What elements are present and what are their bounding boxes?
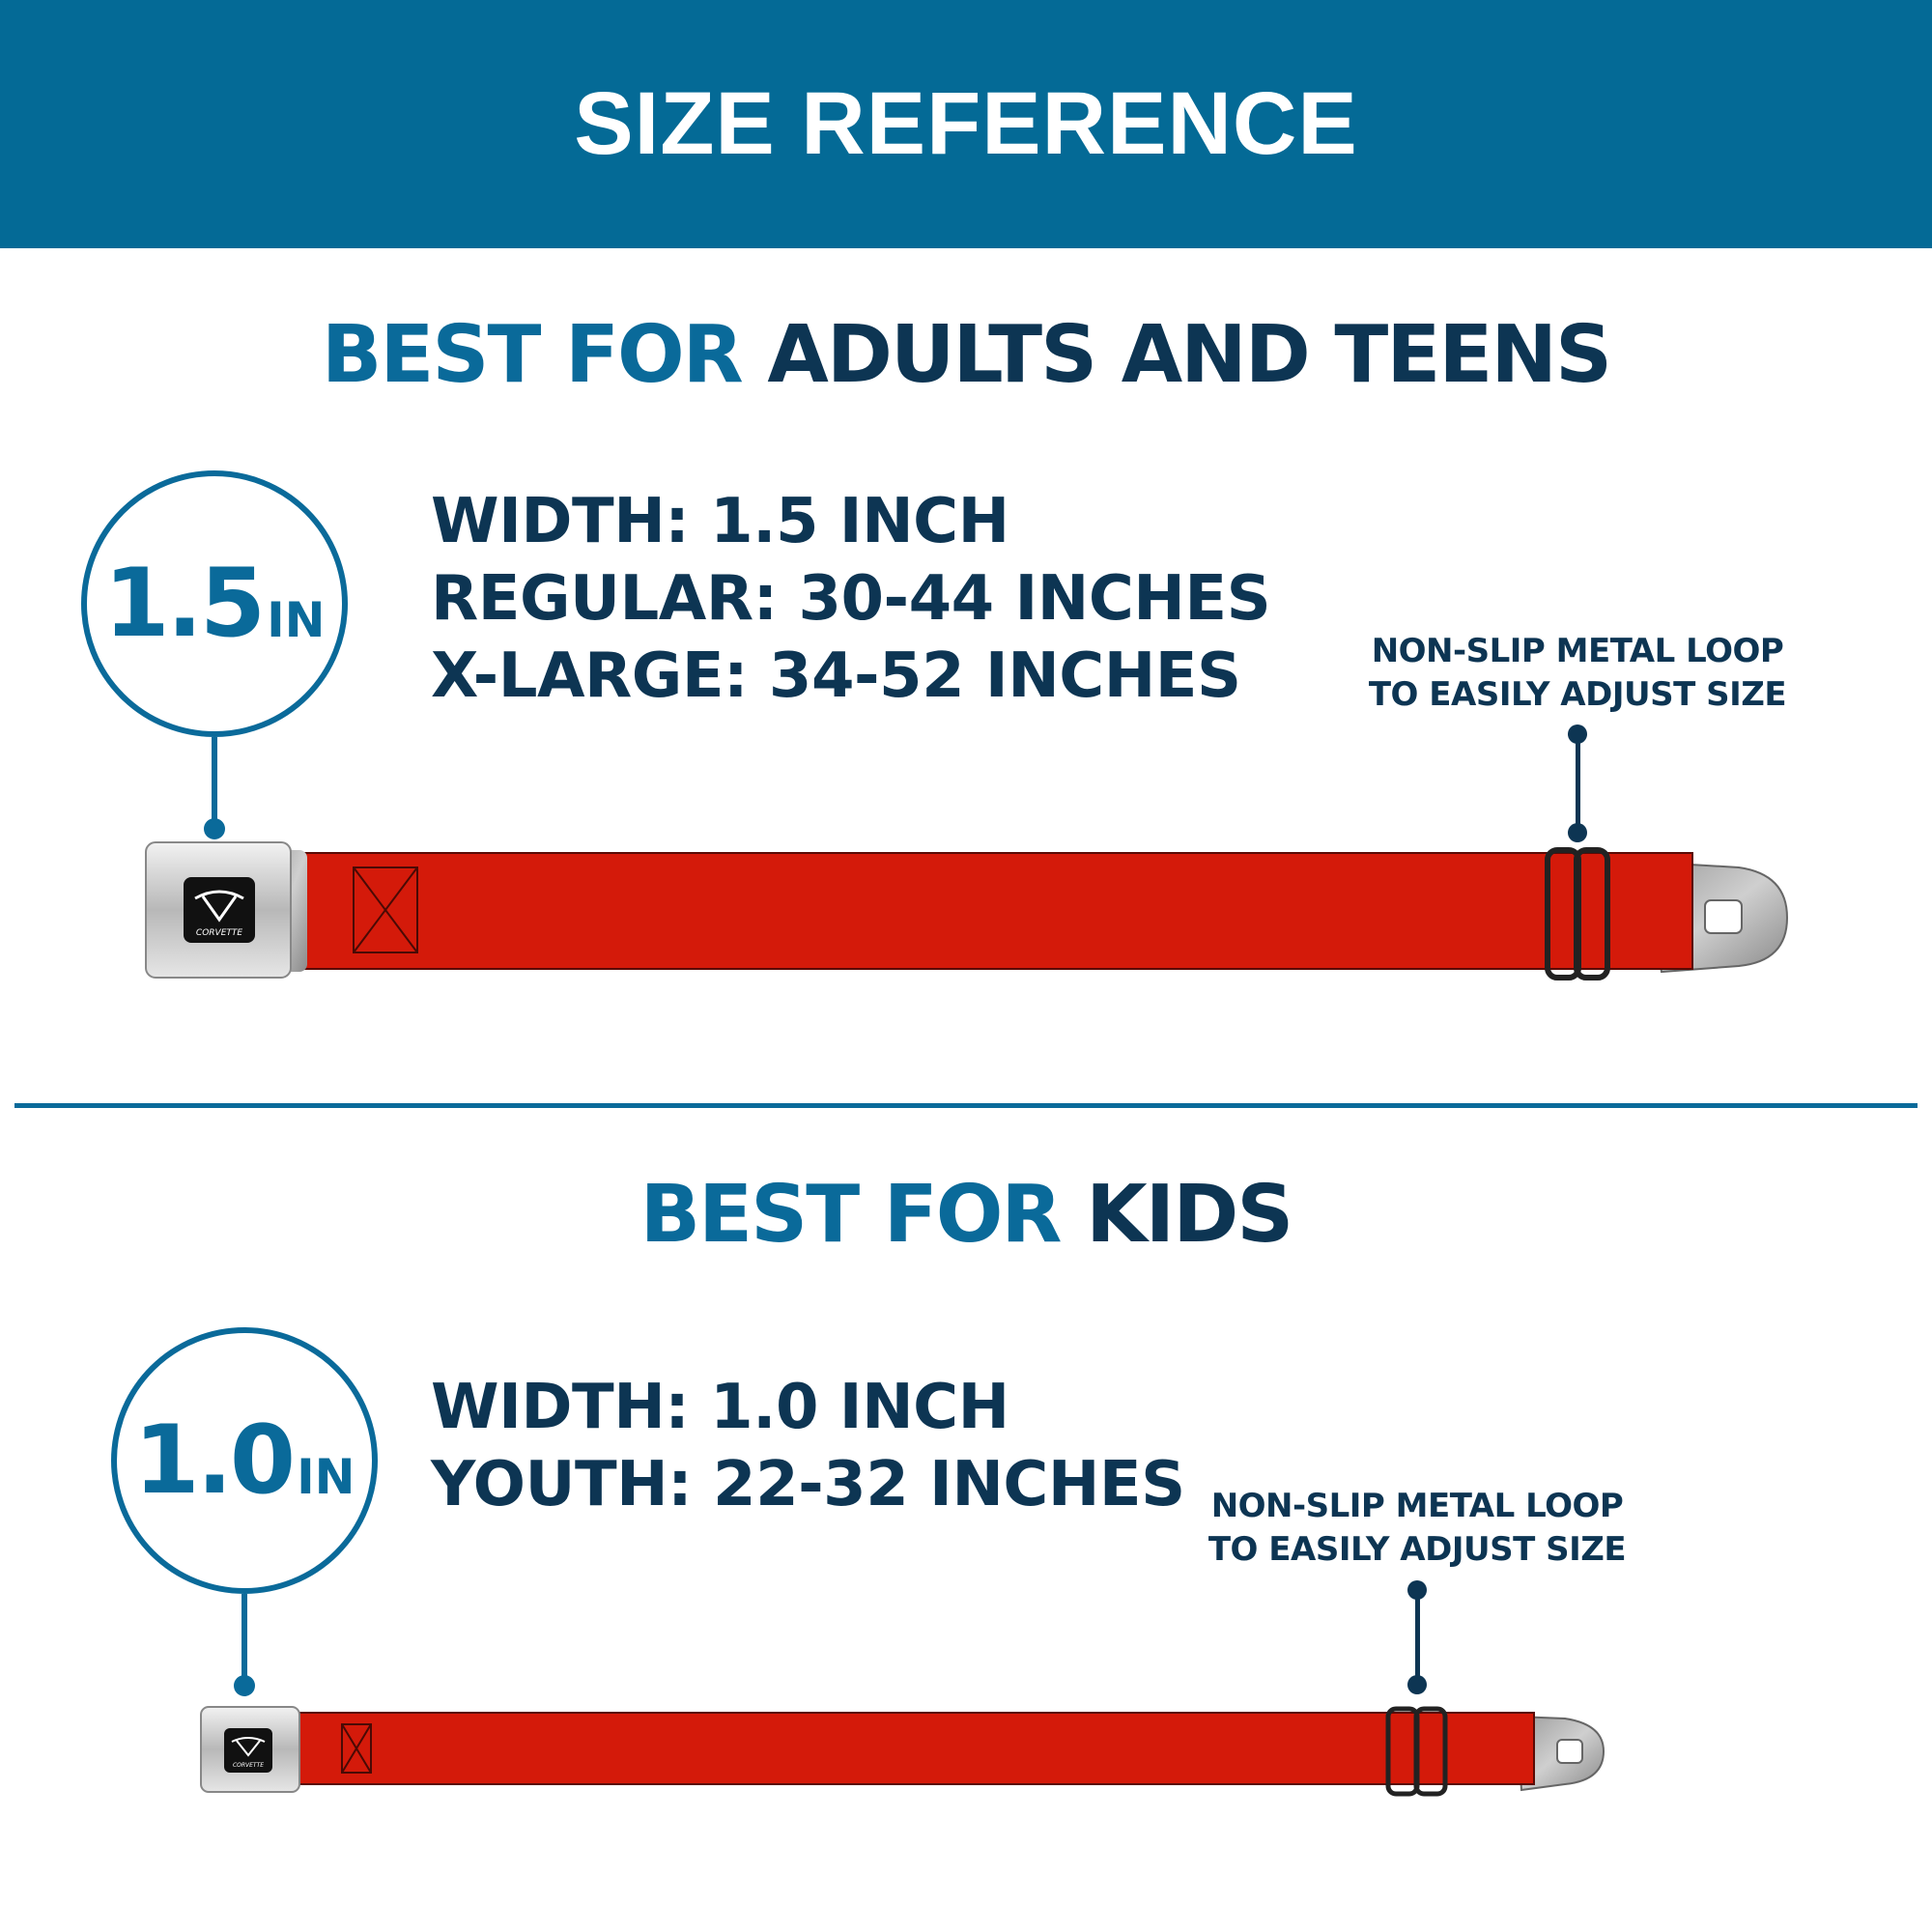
badge-pointer-line [242, 1594, 247, 1681]
stitch-box [353, 867, 418, 953]
note-pointer-line [1576, 732, 1580, 829]
header-banner: SIZE REFERENCE [0, 0, 1932, 248]
badge-pointer-dot [204, 818, 225, 839]
note-pointer-dot [1568, 823, 1587, 842]
belt-adults: CORVETTE [145, 841, 1789, 980]
note-line: TO EASILY ADJUST SIZE [1208, 1530, 1627, 1569]
page-title: SIZE REFERENCE [574, 74, 1358, 173]
badge-unit: IN [267, 592, 326, 648]
belt-kids: CORVETTE [200, 1706, 1605, 1797]
title-highlight: BEST FOR [321, 309, 744, 401]
badge-pointer-dot [234, 1675, 255, 1696]
badge-pointer-line [212, 737, 217, 824]
note-pointer-line [1415, 1588, 1420, 1685]
section-title-kids: BEST FOR KIDS [0, 1169, 1932, 1261]
note-pointer-dot [1407, 1675, 1427, 1694]
spec-regular: REGULAR: 30-44 INCHES [431, 563, 1271, 635]
section-divider [14, 1103, 1918, 1108]
spec-width: WIDTH: 1.5 INCH [431, 486, 1009, 557]
corvette-flags-icon [194, 890, 244, 923]
specs-adults: WIDTH: 1.5 INCH REGULAR: 30-44 INCHES X-… [431, 483, 1271, 715]
badge-number: 1.5 [103, 549, 266, 659]
title-rest: ADULTS AND TEENS [767, 309, 1612, 401]
section-title-adults: BEST FOR ADULTS AND TEENS [0, 309, 1932, 401]
note-line: TO EASILY ADJUST SIZE [1368, 675, 1787, 714]
width-badge-kids: 1.0 IN [111, 1327, 378, 1594]
note-line: NON-SLIP METAL LOOP [1210, 1487, 1624, 1525]
red-strap [298, 1712, 1535, 1785]
buckle: CORVETTE [145, 841, 292, 979]
width-badge-adults: 1.5 IN [81, 470, 348, 737]
badge-unit: IN [297, 1449, 355, 1505]
buckle: CORVETTE [200, 1706, 300, 1793]
spec-width: WIDTH: 1.0 INCH [431, 1372, 1009, 1443]
loop-note-kids: NON-SLIP METAL LOOP TO EASILY ADJUST SIZ… [1176, 1485, 1659, 1572]
red-strap [300, 852, 1693, 970]
buckle-logo-text: CORVETTE [196, 928, 242, 938]
metal-loop [1385, 1706, 1448, 1797]
specs-kids: WIDTH: 1.0 INCH YOUTH: 22-32 INCHES [431, 1369, 1185, 1523]
corvette-flags-icon [231, 1737, 266, 1757]
note-line: NON-SLIP METAL LOOP [1371, 632, 1784, 670]
stitch-box [341, 1723, 372, 1774]
spec-youth: YOUTH: 22-32 INCHES [431, 1449, 1185, 1520]
loop-note-adults: NON-SLIP METAL LOOP TO EASILY ADJUST SIZ… [1336, 630, 1819, 717]
badge-number: 1.0 [133, 1406, 296, 1516]
buckle-logo-text: CORVETTE [233, 1762, 264, 1769]
title-rest: KIDS [1086, 1169, 1293, 1261]
spec-xlarge: X-LARGE: 34-52 INCHES [431, 640, 1241, 712]
title-highlight: BEST FOR [639, 1169, 1063, 1261]
metal-loop [1545, 847, 1610, 980]
metal-tongue [1515, 1715, 1605, 1792]
